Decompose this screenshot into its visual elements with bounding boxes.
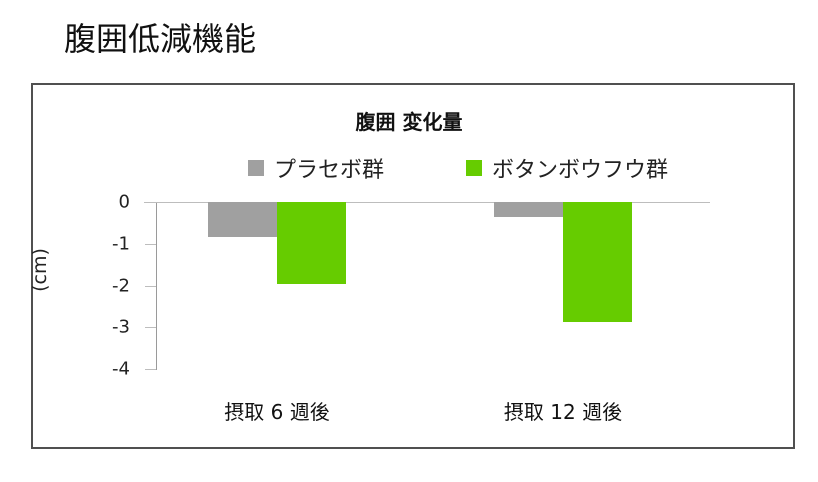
zero-baseline [144, 202, 710, 203]
y-axis-line [156, 202, 157, 370]
legend-item-placebo: プラセボ群 [248, 152, 384, 184]
y-tick [145, 285, 156, 287]
x-category-label: 摂取 12 週後 [503, 400, 623, 424]
bar-botanbofu-1 [563, 202, 632, 323]
legend-label-botanbofu: ボタンボウフウ群 [492, 158, 669, 183]
legend-item-botanbofu: ボタンボウフウ群 [466, 152, 668, 184]
y-tick-label: 0 [118, 191, 130, 213]
chart-frame [31, 83, 795, 449]
y-tick-label: -3 [112, 316, 130, 338]
bar-placebo-0 [208, 202, 277, 237]
legend: プラセボ群 ボタンボウフウ群 [0, 152, 818, 186]
legend-label-placebo: プラセボ群 [274, 158, 385, 183]
bar-botanbofu-0 [277, 202, 346, 284]
legend-swatch-placebo [248, 160, 264, 176]
y-axis-title: (cm) [29, 248, 51, 292]
x-category-label: 摂取 6 週後 [224, 400, 330, 424]
y-tick-label: -1 [112, 233, 130, 255]
bar-placebo-1 [494, 202, 563, 217]
y-tick [145, 243, 156, 245]
page-title: 腹囲低減機能 [64, 20, 257, 58]
chart-title: 腹囲 変化量 [355, 110, 463, 134]
y-tick [145, 202, 156, 203]
legend-swatch-botanbofu [466, 160, 482, 176]
y-tick [145, 369, 156, 371]
y-tick [145, 327, 156, 329]
y-tick-label: -2 [112, 275, 130, 297]
y-tick-label: -4 [112, 358, 130, 380]
